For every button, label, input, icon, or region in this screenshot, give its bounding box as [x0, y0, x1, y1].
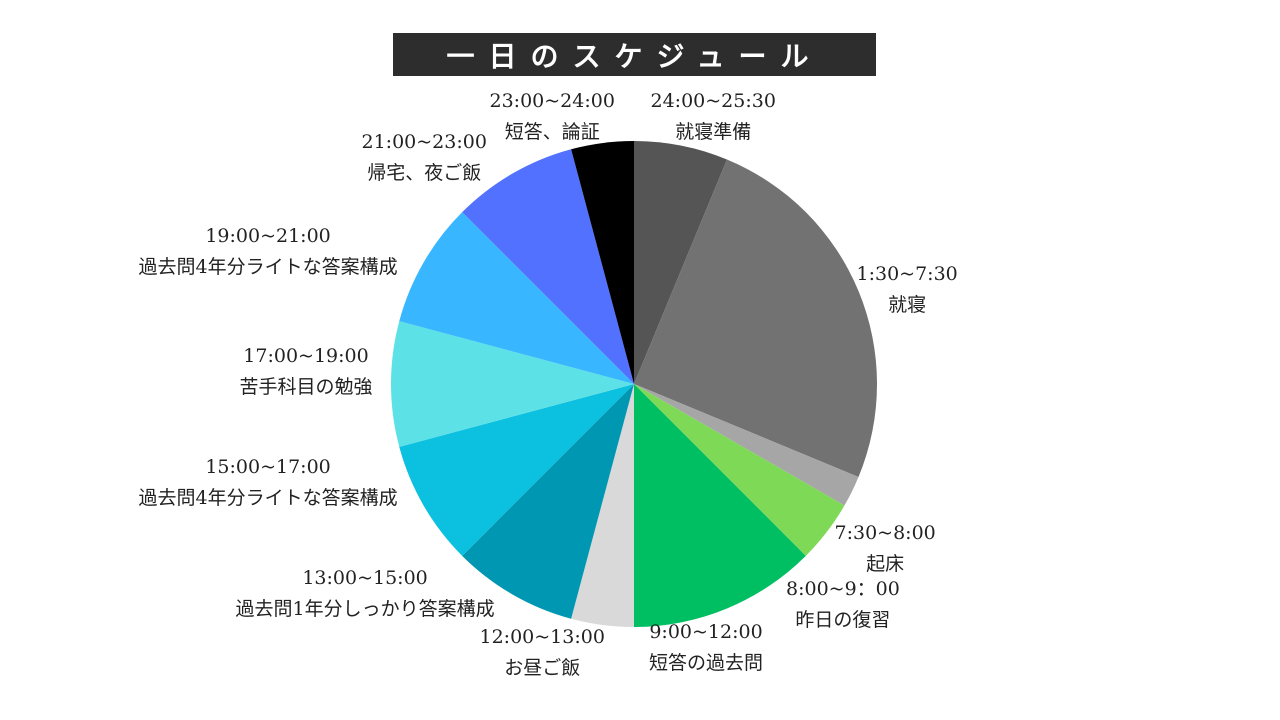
- slice-label: 13:00~15:00 過去問1年分しっかり答案構成: [236, 563, 495, 625]
- slice-label: 7:30~8:00 起床: [835, 518, 936, 580]
- slice-activity-label: 就寝: [888, 294, 927, 316]
- slice-activity-label: お昼ご飯: [504, 657, 581, 679]
- pie-slice: [634, 384, 845, 556]
- slice-label: 17:00~19:00 苦手科目の勉強: [240, 341, 373, 403]
- slice-label: 21:00~23:00 帰宅、夜ご飯: [362, 127, 487, 189]
- slice-activity-label: 起床: [866, 553, 905, 575]
- pie-slice: [634, 384, 806, 627]
- chart-title-banner: 一日のスケジュール: [393, 33, 876, 76]
- slice-time-label: 13:00~15:00: [302, 567, 428, 589]
- slice-time-label: 1:30~7:30: [856, 263, 958, 285]
- chart-title: 一日のスケジュール: [446, 39, 823, 73]
- slice-time-label: 12:00~13:00: [479, 626, 605, 648]
- slice-activity-label: 短答、論証: [504, 121, 600, 143]
- slice-activity-label: 昨日の復習: [795, 609, 891, 631]
- pie-slice: [462, 384, 634, 619]
- slice-activity-label: 帰宅、夜ご飯: [367, 162, 482, 184]
- slice-activity-label: 過去問4年分ライトな答案構成: [138, 256, 398, 278]
- slice-label: 12:00~13:00 お昼ご飯: [480, 622, 605, 684]
- slice-activity-label: 過去問1年分しっかり答案構成: [235, 598, 495, 620]
- slice-activity-label: 就寝準備: [675, 121, 752, 143]
- slice-label: 9:00~12:00 短答の過去問: [649, 617, 763, 679]
- slice-time-label: 7:30~8:00: [834, 522, 936, 544]
- slice-label: 24:00~25:30 就寝準備: [651, 86, 776, 148]
- slice-label: 23:00~24:00 短答、論証: [490, 86, 615, 148]
- pie-slice: [399, 212, 634, 384]
- slice-label: 19:00~21:00 過去問4年分ライトな答案構成: [139, 221, 398, 283]
- slice-time-label: 15:00~17:00: [205, 456, 331, 478]
- slice-label: 1:30~7:30 就寝: [857, 259, 958, 321]
- slice-activity-label: 苦手科目の勉強: [239, 376, 373, 398]
- pie-slice: [634, 141, 727, 384]
- pie-slice: [462, 149, 634, 384]
- slice-time-label: 23:00~24:00: [489, 90, 615, 112]
- slice-time-label: 9:00~12:00: [649, 621, 763, 643]
- slice-label: 8:00~9：00 昨日の復習: [786, 574, 900, 636]
- pie-slice: [391, 321, 634, 447]
- pie-slice: [571, 141, 634, 384]
- pie-slice: [634, 159, 878, 477]
- slice-time-label: 21:00~23:00: [361, 131, 487, 153]
- pie-slice: [399, 384, 634, 556]
- slice-time-label: 8:00~9：00: [786, 578, 900, 600]
- pie-slice: [634, 384, 859, 506]
- slice-time-label: 17:00~19:00: [243, 345, 369, 367]
- slice-time-label: 19:00~21:00: [205, 225, 331, 247]
- slice-activity-label: 過去問4年分ライトな答案構成: [138, 487, 398, 509]
- slice-activity-label: 短答の過去問: [649, 652, 764, 674]
- pie-slice: [571, 384, 634, 627]
- slice-label: 15:00~17:00 過去問4年分ライトな答案構成: [139, 452, 398, 514]
- slice-time-label: 24:00~25:30: [650, 90, 776, 112]
